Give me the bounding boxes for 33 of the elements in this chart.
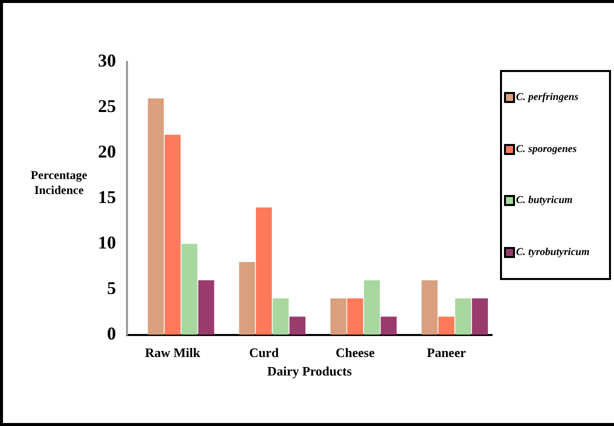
y-tick-label: 25 (98, 96, 116, 116)
bar (289, 316, 306, 335)
y-axis-title: Percentage Incidence (30, 168, 88, 197)
y-tick-label: 0 (107, 323, 116, 344)
legend-label: C. tyrobutyricum (516, 246, 590, 258)
x-axis-title: Dairy Products (267, 364, 352, 379)
y-tick-label: 20 (98, 142, 116, 162)
y-tick-label: 15 (98, 187, 116, 208)
bar (422, 280, 438, 335)
bar (256, 207, 272, 335)
bar (438, 316, 454, 335)
bar (148, 98, 164, 335)
x-tick-label: Cheese (336, 344, 375, 360)
y-tick-label: 30 (98, 50, 116, 71)
x-tick-label: Curd (249, 344, 280, 360)
y-tick-label: 5 (107, 278, 116, 298)
bar (198, 280, 214, 335)
legend-label: C. perfringens (516, 92, 578, 104)
bar (272, 298, 289, 335)
bar (239, 262, 256, 335)
y-tick-label: 10 (98, 232, 116, 253)
x-tick-label: Paneer (426, 344, 466, 360)
bar (181, 244, 198, 335)
bar (472, 298, 488, 335)
bar (347, 298, 364, 335)
legend-label: C. sporogenes (516, 144, 577, 155)
bar (380, 316, 397, 335)
legend-label: C. butyricum (516, 195, 573, 206)
bar (364, 280, 380, 335)
x-tick-label: Raw Milk (145, 344, 202, 360)
bar (164, 134, 181, 335)
bar (330, 298, 346, 335)
bar (455, 298, 472, 335)
